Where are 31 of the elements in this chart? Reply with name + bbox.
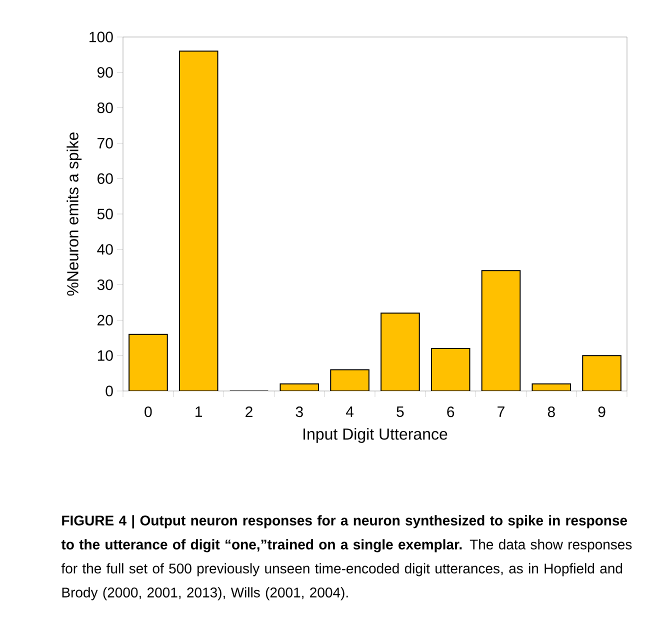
y-tick-label: 90 bbox=[97, 67, 113, 78]
y-tick-label: 10 bbox=[98, 350, 113, 361]
bar bbox=[330, 370, 369, 391]
x-tick-label: 0 bbox=[144, 406, 152, 418]
x-tick-label: 2 bbox=[246, 406, 252, 417]
bar bbox=[482, 270, 520, 391]
bar bbox=[582, 355, 622, 391]
y-tick-label: 20 bbox=[98, 314, 113, 326]
bar bbox=[431, 348, 470, 391]
y-tick-label: 0 bbox=[106, 386, 113, 396]
text: FIGURE 4 | Output neuron responses for a neuron synthesized to spike in response to the utterance of digit “one,”trained on a single exemplar. The data show responses for the full set of 500 previously unseen time-encoded digit utterances, as in Hopfield and Brody (2000, 2001, 2013), Wills (2001, 2004). bbox=[61, 515, 632, 600]
x-tick-label: 5 bbox=[396, 406, 404, 417]
y-tick-label: 50 bbox=[97, 208, 113, 220]
y-tick-label: 80 bbox=[97, 102, 113, 114]
y-tick-label: 60 bbox=[98, 173, 113, 184]
bar bbox=[179, 51, 218, 391]
x-tick-label: 4 bbox=[346, 406, 354, 417]
y-tick-label: 70 bbox=[98, 138, 113, 148]
x-tick-label: 9 bbox=[598, 406, 606, 418]
x-tick-label: 8 bbox=[548, 406, 555, 418]
x-tick-label: 6 bbox=[447, 406, 454, 418]
x-tick-label: 7 bbox=[498, 406, 504, 417]
bar bbox=[381, 313, 420, 391]
y-axis-title: %Neuron emits a spike bbox=[66, 132, 82, 296]
y-tick-label: 40 bbox=[97, 244, 113, 255]
x-tick-label: 1 bbox=[196, 406, 202, 417]
x-axis-title: Input Digit Utterance bbox=[304, 428, 448, 443]
x-tick-label: 3 bbox=[296, 406, 303, 418]
y-tick-label: 100 bbox=[90, 32, 113, 42]
y-tick-label: 30 bbox=[97, 279, 113, 290]
bar bbox=[129, 334, 168, 391]
